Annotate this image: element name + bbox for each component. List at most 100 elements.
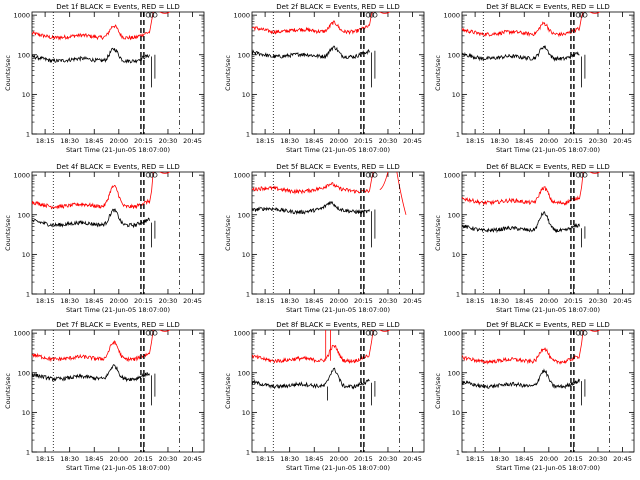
panel-6: Det 6f BLACK = Events, RED = LLD 1 10 100 10…	[434, 163, 635, 314]
flag-marker	[369, 330, 375, 336]
y-axis-label: Counts/sec	[4, 215, 12, 251]
x-axis-label: Start Time (21-Jun-05 18:07:00)	[496, 146, 600, 154]
flag-marker	[369, 12, 375, 18]
x-tick-label: 20:00	[329, 455, 348, 463]
series-events	[252, 367, 376, 406]
x-tick-label: 18:45	[305, 137, 324, 145]
x-tick-label: 20:30	[159, 137, 178, 145]
y-axis-label: Counts/sec	[224, 373, 232, 409]
y-tick-label: 1000	[443, 12, 460, 20]
x-tick-label: 18:45	[85, 137, 104, 145]
x-tick-label: 18:15	[466, 137, 485, 145]
panel-7: Det 7f BLACK = Events, RED = LLD 1 10 100 10…	[4, 321, 205, 472]
panel-title: Det 9f BLACK = Events, RED = LLD	[486, 321, 609, 329]
x-axis-label: Start Time (21-Jun-05 18:07:00)	[286, 146, 390, 154]
series-lld	[32, 172, 171, 210]
x-tick-label: 20:00	[539, 455, 558, 463]
x-tick-label: 18:30	[280, 137, 299, 145]
series-events	[462, 368, 586, 406]
x-tick-label: 20:45	[183, 137, 202, 145]
series-events	[462, 45, 586, 88]
x-axis-label: Start Time (21-Jun-05 18:07:00)	[66, 146, 170, 154]
x-tick-label: 20:15	[134, 297, 153, 305]
y-tick-label: 1000	[443, 330, 460, 338]
x-tick-label: 20:00	[109, 455, 128, 463]
x-tick-label: 20:15	[564, 137, 583, 145]
x-tick-label: 18:45	[515, 137, 534, 145]
flag-marker	[582, 12, 588, 18]
flag-marker	[365, 172, 371, 178]
y-tick-label: 1000	[13, 172, 30, 180]
x-tick-label: 20:30	[379, 297, 398, 305]
series-lld	[462, 172, 601, 206]
y-tick-label: 100	[18, 211, 30, 219]
y-axis-label: Counts/sec	[434, 55, 442, 91]
x-tick-label: 20:45	[613, 297, 632, 305]
y-tick-label: 10	[452, 91, 460, 99]
x-tick-label: 18:45	[515, 455, 534, 463]
y-tick-label: 10	[22, 409, 30, 417]
flag-marker	[152, 12, 158, 18]
y-tick-label: 10	[452, 409, 460, 417]
x-tick-label: 20:00	[329, 297, 348, 305]
series-lld	[252, 172, 407, 215]
flag-marker	[579, 330, 585, 336]
y-tick-label: 1000	[233, 330, 250, 338]
flag-marker	[365, 12, 371, 18]
x-axis-label: Start Time (21-Jun-05 18:07:00)	[66, 464, 170, 472]
flag-marker	[149, 12, 155, 18]
y-tick-label: 1	[246, 131, 250, 139]
panel-title: Det 8f BLACK = Events, RED = LLD	[276, 321, 399, 329]
flag-marker	[149, 172, 155, 178]
x-tick-label: 18:15	[36, 297, 55, 305]
x-tick-label: 18:45	[515, 297, 534, 305]
x-tick-label: 18:30	[60, 297, 79, 305]
x-axis-label: Start Time (21-Jun-05 18:07:00)	[286, 464, 390, 472]
x-tick-label: 20:45	[183, 297, 202, 305]
series-lld	[32, 330, 171, 363]
series-lld	[252, 330, 391, 364]
x-tick-label: 18:30	[490, 455, 509, 463]
x-tick-label: 20:45	[403, 137, 422, 145]
flag-marker	[575, 330, 581, 336]
y-tick-label: 1	[26, 291, 30, 299]
panel-title: Det 6f BLACK = Events, RED = LLD	[486, 163, 609, 171]
x-tick-label: 20:30	[379, 455, 398, 463]
x-tick-label: 18:15	[36, 137, 55, 145]
x-tick-label: 18:15	[36, 455, 55, 463]
flag-marker	[145, 330, 151, 336]
flag-marker	[152, 172, 158, 178]
x-axis-label: Start Time (21-Jun-05 18:07:00)	[286, 306, 390, 314]
y-tick-label: 1	[456, 449, 460, 457]
flag-marker	[579, 12, 585, 18]
series-lld	[32, 12, 171, 41]
x-tick-label: 18:15	[256, 297, 275, 305]
x-tick-label: 20:15	[134, 455, 153, 463]
series-lld	[462, 12, 601, 38]
x-tick-label: 20:00	[539, 137, 558, 145]
x-axis-label: Start Time (21-Jun-05 18:07:00)	[66, 306, 170, 314]
x-tick-label: 18:30	[490, 137, 509, 145]
flag-marker	[365, 330, 371, 336]
flag-marker	[582, 330, 588, 336]
y-tick-label: 1000	[233, 172, 250, 180]
flag-marker	[372, 12, 378, 18]
y-tick-label: 10	[242, 409, 250, 417]
series-events	[32, 47, 156, 88]
flag-marker	[149, 330, 155, 336]
axis-frame	[251, 329, 425, 453]
flag-marker	[579, 172, 585, 178]
axis-frame	[31, 171, 205, 295]
flag-marker	[372, 330, 378, 336]
x-tick-label: 18:15	[256, 137, 275, 145]
y-tick-label: 10	[22, 91, 30, 99]
panel-5: Det 5f BLACK = Events, RED = LLD 1 10 100 10…	[224, 163, 425, 314]
axis-frame	[461, 171, 635, 295]
y-axis-label: Counts/sec	[224, 215, 232, 251]
panel-8: Det 8f BLACK = Events, RED = LLD 1 10 100 10…	[224, 321, 425, 472]
y-axis-label: Counts/sec	[4, 55, 12, 91]
x-tick-label: 20:15	[564, 455, 583, 463]
x-tick-label: 18:15	[466, 297, 485, 305]
panel-title: Det 1f BLACK = Events, RED = LLD	[56, 3, 179, 11]
y-tick-label: 1000	[13, 330, 30, 338]
